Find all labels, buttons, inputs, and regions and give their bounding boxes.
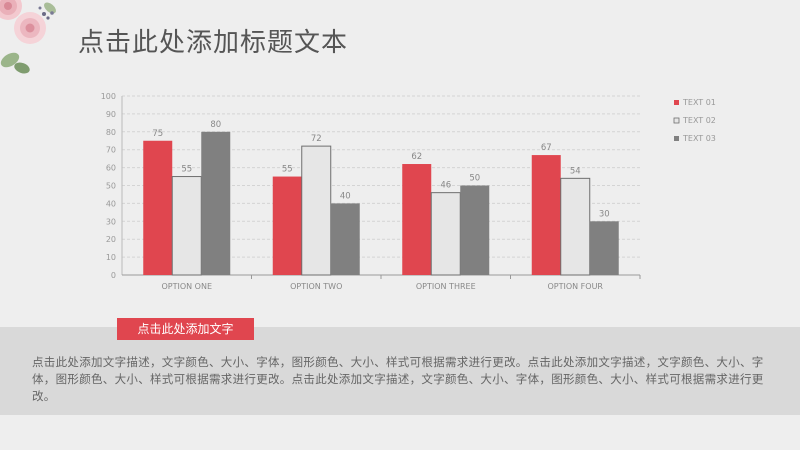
y-tick-label: 0	[111, 271, 116, 280]
y-tick-label: 40	[106, 199, 116, 208]
bar-text-01	[402, 164, 432, 275]
x-tick-label: OPTION ONE	[161, 282, 212, 291]
data-label: 72	[311, 134, 322, 144]
legend-label: TEXT 01	[682, 98, 716, 107]
data-label: 67	[541, 143, 552, 153]
bar-text-02	[430, 192, 461, 276]
bar-chart: 0 10 20 30 40 50 60 70 80 90 100 75 55 80 OPTION ONE 55…	[101, 92, 716, 291]
bar-text-01	[531, 155, 561, 275]
y-tick-label: 100	[101, 92, 116, 101]
legend-swatch	[674, 100, 679, 105]
floral-decoration-icon	[0, 0, 56, 74]
data-label: 75	[152, 129, 163, 139]
bar-text-03	[589, 221, 619, 275]
bar-text-03	[330, 203, 360, 275]
y-tick-label: 30	[106, 217, 116, 226]
y-tick-label: 50	[106, 182, 116, 191]
data-label: 54	[570, 166, 581, 176]
y-tick-label: 70	[106, 146, 116, 155]
y-tick-label: 90	[106, 110, 116, 119]
data-label: 40	[340, 191, 351, 201]
bar-text-02	[560, 177, 591, 276]
data-label: 50	[469, 174, 480, 184]
y-tick-label: 10	[106, 253, 116, 262]
bar-text-03	[460, 185, 490, 275]
data-label: 55	[181, 165, 192, 175]
description-text: 点击此处添加文字描述，文字颜色、大小、字体，图形颜色、大小、样式可根据需求进行更…	[32, 355, 764, 403]
legend-swatch	[674, 136, 679, 141]
bar-text-02	[301, 145, 332, 276]
x-tick-label: OPTION TWO	[290, 282, 342, 291]
bar-text-02	[171, 176, 202, 276]
x-tick-label: OPTION FOUR	[547, 282, 603, 291]
bar-text-01	[143, 140, 173, 275]
page-title: 点击此处添加标题文本	[78, 28, 349, 58]
data-label: 80	[210, 120, 221, 130]
subtitle-label: 点击此处添加文字	[117, 318, 254, 340]
data-label: 46	[440, 181, 451, 191]
data-label: 62	[411, 152, 422, 162]
data-label: 55	[282, 165, 293, 175]
x-tick-label: OPTION THREE	[416, 282, 476, 291]
bar-text-01	[272, 176, 302, 275]
y-tick-label: 60	[106, 164, 116, 173]
legend-label: TEXT 02	[682, 116, 716, 125]
bar-text-03	[201, 131, 231, 275]
data-label: 30	[599, 209, 610, 219]
legend-swatch	[673, 117, 680, 124]
y-tick-label: 20	[106, 235, 116, 244]
legend-label: TEXT 03	[682, 134, 716, 143]
description-band	[0, 327, 800, 415]
y-tick-label: 80	[106, 128, 116, 137]
